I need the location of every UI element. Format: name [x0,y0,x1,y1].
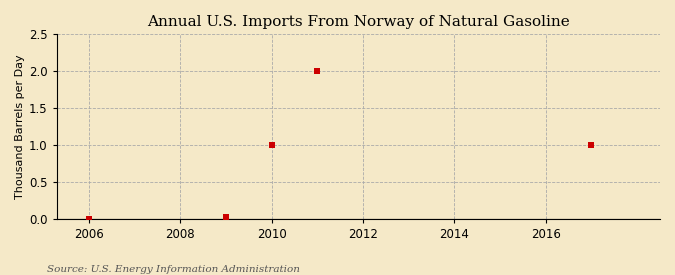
Title: Annual U.S. Imports From Norway of Natural Gasoline: Annual U.S. Imports From Norway of Natur… [147,15,570,29]
Y-axis label: Thousand Barrels per Day: Thousand Barrels per Day [15,54,25,199]
Point [312,69,323,73]
Text: Source: U.S. Energy Information Administration: Source: U.S. Energy Information Administ… [47,265,300,274]
Point [586,143,597,147]
Point [221,215,232,219]
Point [84,216,95,221]
Point [266,143,277,147]
